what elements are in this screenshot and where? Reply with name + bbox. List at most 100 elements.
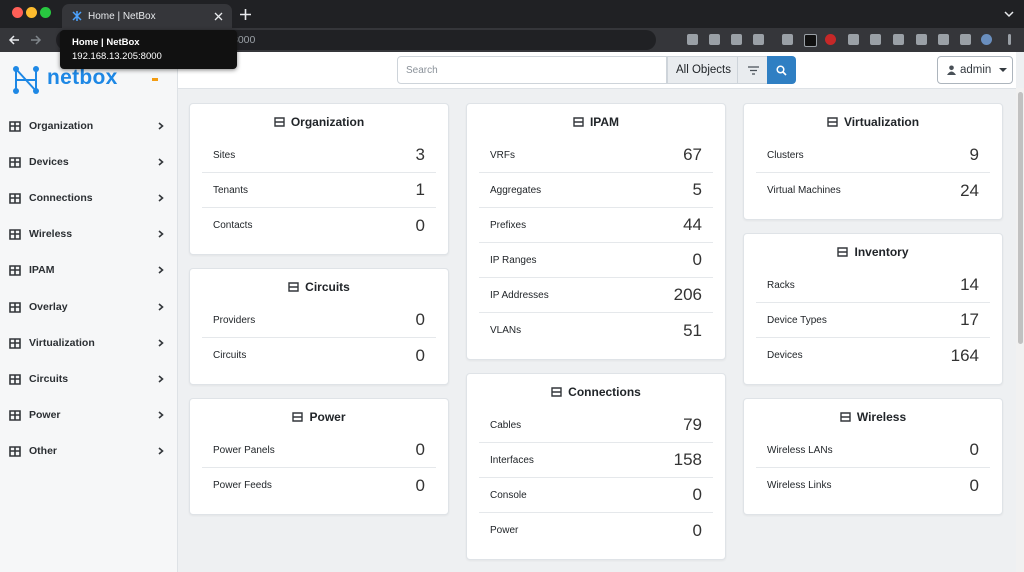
stat-row[interactable]: Sites 3 [202,138,436,173]
nav-label: Connections [29,192,93,205]
search-button[interactable] [767,56,796,84]
close-tab[interactable] [214,12,223,21]
stat-count: 0 [415,440,425,459]
share-icon[interactable] [731,34,742,45]
translate-icon[interactable] [709,34,720,45]
extension-icon[interactable] [782,34,793,45]
extension-icon[interactable] [870,34,881,45]
stat-row[interactable]: Devices 164 [756,338,990,373]
icon-shape [158,158,164,166]
browser-menu[interactable] [1008,34,1011,45]
stat-row[interactable]: Power 0 [479,513,713,548]
nav-item[interactable]: Other [0,433,177,469]
scope-label: All Objects [676,64,731,76]
stat-row[interactable]: Wireless LANs 0 [756,433,990,468]
scrollbar-thumb[interactable] [1018,92,1023,344]
sidebar-toggle[interactable] [152,78,158,81]
close-window[interactable] [12,7,23,18]
search-icon [776,65,787,76]
card: Organization Sites 3 Tenants 1 Contacts 0 [189,103,449,255]
stat-row[interactable]: IP Ranges 0 [479,243,713,278]
card-title: Inventory [854,245,909,259]
nav-label: Organization [29,120,94,132]
icon-shape [158,411,164,419]
stat-row[interactable]: Wireless Links 0 [756,468,990,503]
forward-button[interactable] [30,34,42,46]
stat-row[interactable]: Aggregates 5 [479,173,713,208]
key-icon[interactable] [687,34,698,45]
card-header: Connections [467,374,725,408]
stat-row[interactable]: Cables 79 [479,408,713,443]
card-icon [288,282,299,292]
extensions-menu[interactable] [916,34,927,45]
scope-dropdown[interactable]: All Objects [667,56,739,84]
icon-shape [573,117,584,127]
extension-icon[interactable] [848,34,859,45]
icon [9,409,21,421]
stat-label: Prefixes [490,219,527,231]
back-button[interactable] [8,34,20,46]
nav-item[interactable]: Organization [0,108,177,144]
user-icon [947,65,956,75]
card: Power Power Panels 0 Power Feeds 0 [189,398,449,515]
stat-label: Providers [213,314,256,326]
stat-count: 5 [692,180,702,199]
nav-item[interactable]: Circuits [0,361,177,397]
nav-item[interactable]: Virtualization [0,325,177,361]
nav-item[interactable]: Connections [0,180,177,216]
extension-icon[interactable] [893,34,904,45]
minimize-window[interactable] [26,7,37,18]
nav-item[interactable]: Overlay [0,289,177,325]
nav-item[interactable]: IPAM [0,252,177,288]
logo-text[interactable]: netbox [47,66,118,89]
nav-item[interactable]: Wireless [0,216,177,252]
icon [9,229,21,241]
zoom-window[interactable] [40,7,51,18]
stat-row[interactable]: VLANs 51 [479,313,713,348]
stat-row[interactable]: Tenants 1 [202,173,436,208]
stat-row[interactable]: Contacts 0 [202,208,436,243]
nav-item[interactable]: Power [0,397,177,433]
stat-row[interactable]: Power Panels 0 [202,433,436,468]
stat-row[interactable]: Power Feeds 0 [202,468,436,503]
stat-label: Power Panels [213,444,275,456]
tab-tooltip: Home | NetBox 192.168.13.205:8000 [60,30,237,69]
stat-row[interactable]: Virtual Machines 24 [756,173,990,208]
new-tab[interactable] [240,9,251,20]
stat-row[interactable]: Circuits 0 [202,338,436,373]
icon-shape [551,387,562,397]
reading-list[interactable] [938,34,949,45]
stat-count: 0 [415,310,425,329]
browser-tab[interactable]: Home | NetBox [62,4,232,28]
icon [9,373,21,385]
tab-search[interactable] [1004,10,1014,18]
stat-row[interactable]: Clusters 9 [756,138,990,173]
stat-row[interactable]: Device Types 17 [756,303,990,338]
bookmark-icon[interactable] [753,34,764,45]
logo-icon [13,66,39,94]
icon-shape [158,375,164,383]
adblock-icon[interactable] [825,34,836,45]
profile-avatar[interactable] [981,34,992,45]
nav-label: IPAM [29,264,55,277]
stat-count: 1 [415,180,425,199]
stat-row[interactable]: Console 0 [479,478,713,513]
extension-icon[interactable] [804,34,817,47]
card-header: Organization [190,104,448,138]
stat-row[interactable]: Providers 0 [202,303,436,338]
stat-row[interactable]: Racks 14 [756,268,990,303]
search-input[interactable]: Search [397,56,667,84]
stat-row[interactable]: IP Addresses 206 [479,278,713,313]
stat-row[interactable]: Interfaces 158 [479,443,713,478]
icon-shape [837,247,849,257]
stat-row[interactable]: Prefixes 44 [479,208,713,243]
filter-button[interactable] [737,56,769,84]
stat-row[interactable]: VRFs 67 [479,138,713,173]
icon-shape [158,338,164,347]
nav-item[interactable]: Devices [0,144,177,180]
user-menu[interactable]: admin [937,56,1013,84]
icon [158,375,164,383]
icon [9,121,21,132]
side-panel[interactable] [960,34,971,45]
